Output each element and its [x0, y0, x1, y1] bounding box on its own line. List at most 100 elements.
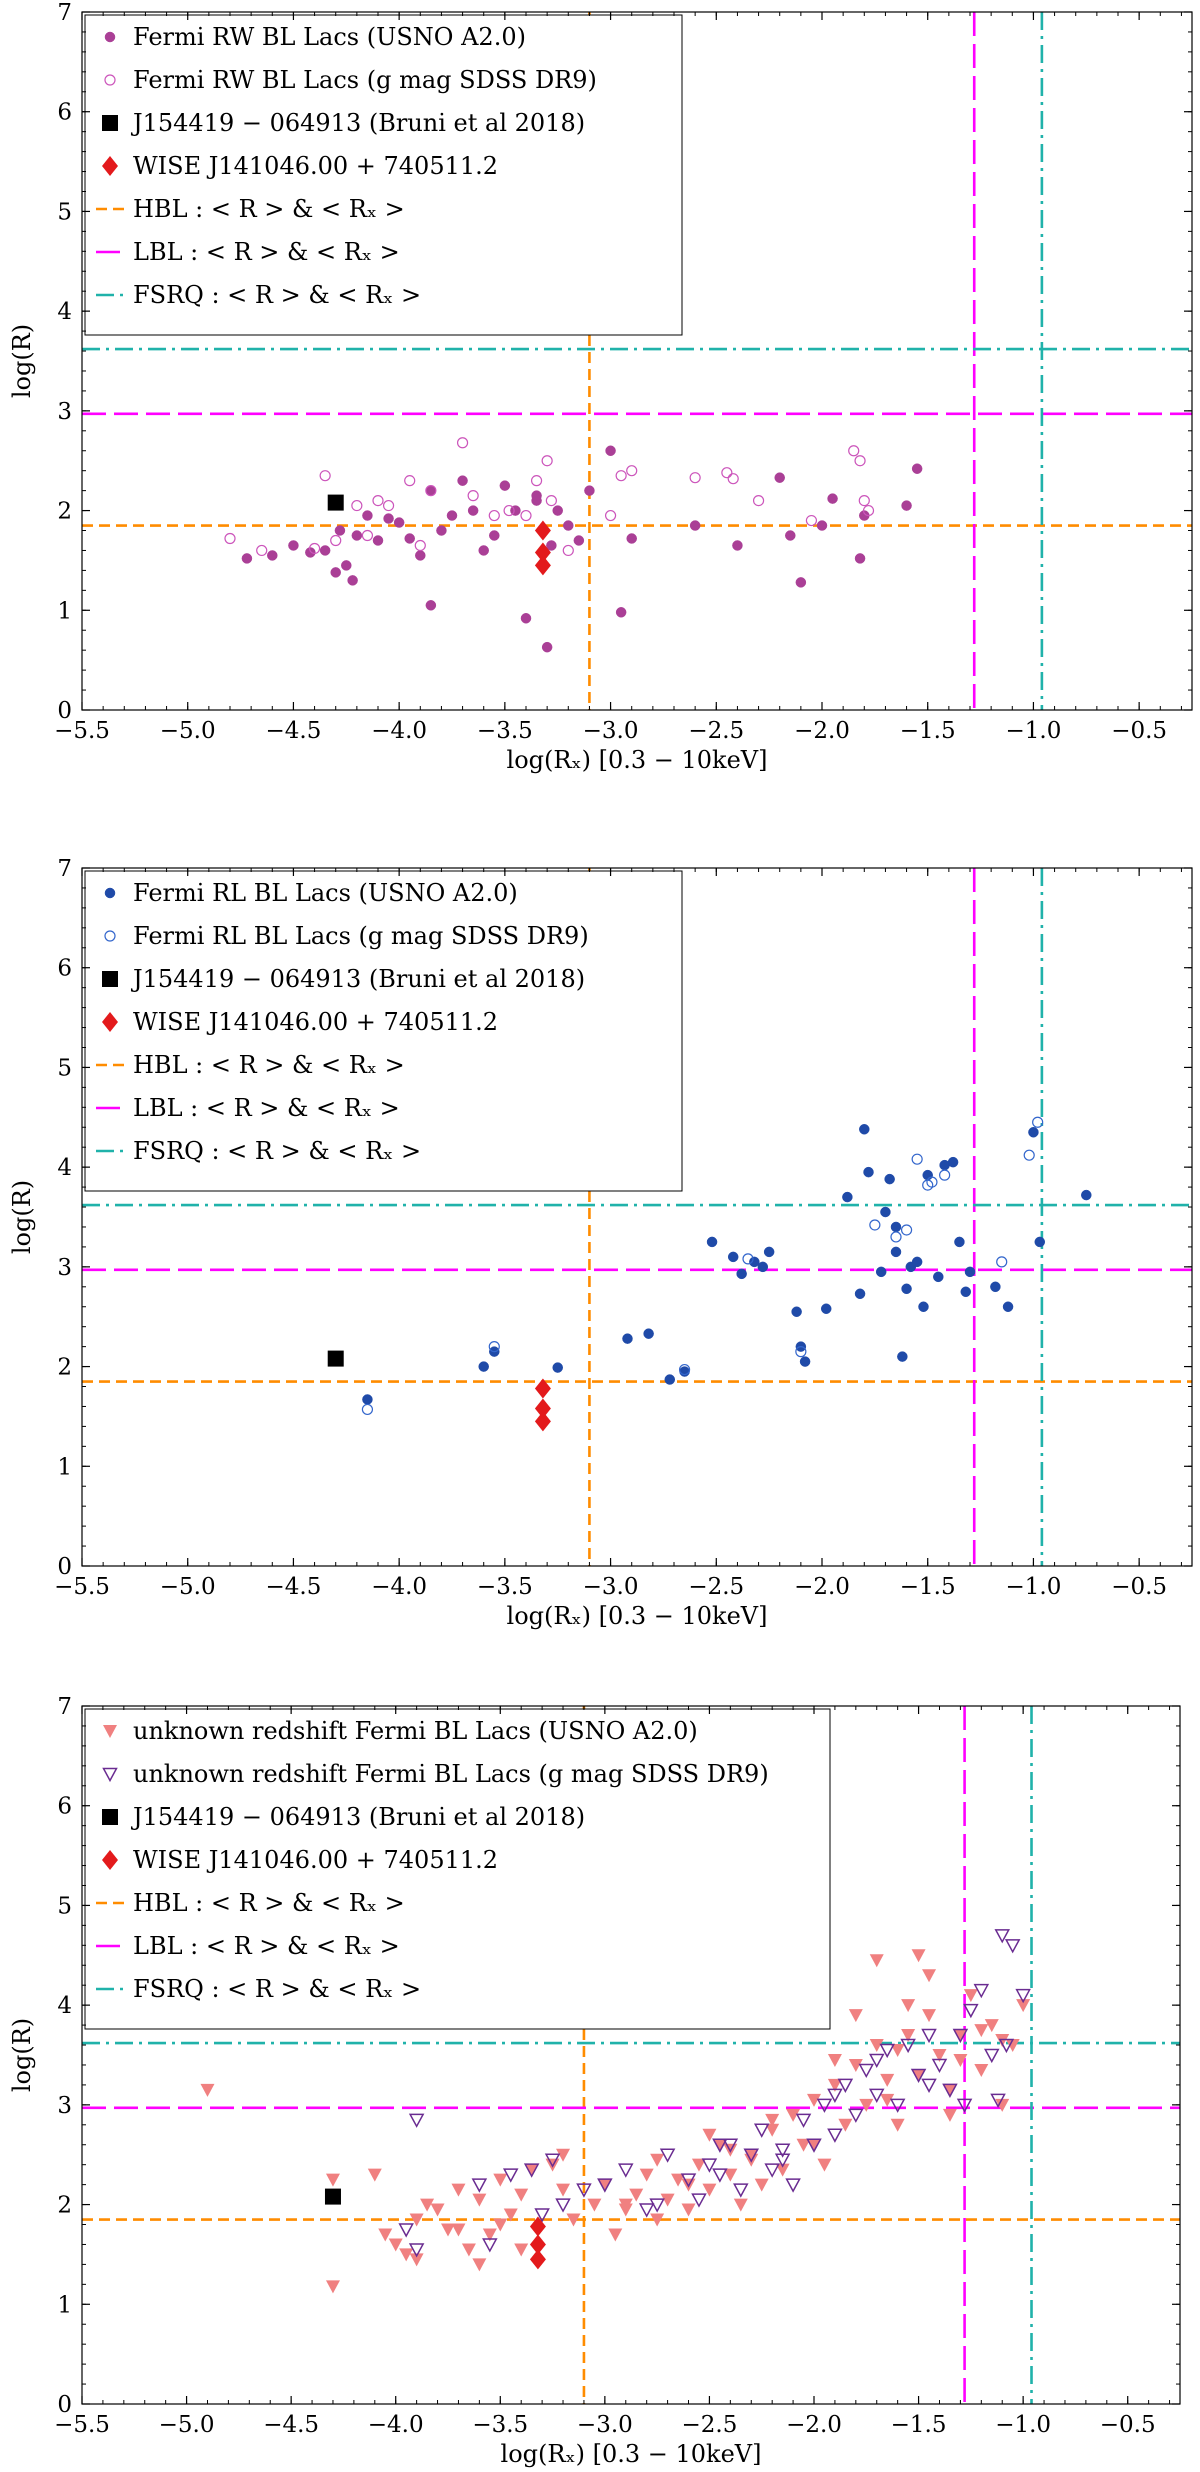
- chart-3-point: [691, 2193, 707, 2208]
- chart-1-y-tick-label: 1: [57, 598, 72, 624]
- chart-1: Fermi RW BL Lacs (USNO A2.0) Fermi RW BL …: [8, 0, 1193, 774]
- chart-3-point: [953, 2053, 968, 2067]
- chart-3-point: [420, 2198, 435, 2212]
- chart-1-point: [319, 545, 331, 556]
- chart-1-point: [774, 472, 785, 483]
- chart-2-point: [791, 1306, 802, 1317]
- chart-1-point: [848, 445, 860, 457]
- chart-1-point: [351, 499, 363, 512]
- chart-1-x-tick-label: −4.0: [371, 718, 427, 744]
- chart-1-point: [615, 470, 627, 482]
- chart-1-point: [334, 525, 346, 536]
- chart-3-point: [743, 2148, 760, 2163]
- chart-1-point: [446, 510, 458, 521]
- chart-2-x-tick-label: −2.0: [794, 1574, 850, 1600]
- chart-1-point: [224, 532, 236, 545]
- chart-2-point: [947, 1156, 959, 1168]
- chart-1-point: [457, 475, 468, 486]
- chart-3-point: [597, 2178, 613, 2193]
- chart-2-point: [534, 1378, 551, 1399]
- chart-2-series-1: [362, 1124, 1092, 1405]
- chart-2-point: [964, 1266, 976, 1278]
- chart-3-point: [482, 2238, 498, 2253]
- chart-3-point: [451, 2223, 466, 2237]
- chart-1-point: [805, 514, 818, 527]
- chart-2-point: [534, 1398, 551, 1419]
- chart-3-point: [733, 2198, 748, 2212]
- chart-2-legend-hbl-label: HBL : < R > & < Rₓ >: [133, 1051, 405, 1079]
- chart-3-y-tick-label: 7: [57, 1694, 72, 1720]
- chart-3-point: [629, 2188, 644, 2202]
- chart-1-point: [816, 520, 828, 531]
- chart-1-point: [552, 505, 563, 516]
- chart-2-point: [736, 1268, 747, 1280]
- chart-3-legend-wise-marker: [102, 1850, 118, 1870]
- chart-3-point: [994, 1929, 1010, 1944]
- chart-2-legend-wise-label: WISE J141046.00 + 740511.2: [133, 1008, 498, 1036]
- chart-3-legend-box: [84, 1708, 831, 2030]
- chart-2-x-tick-label: −5.0: [160, 1574, 216, 1600]
- chart-2-point: [749, 1256, 760, 1268]
- chart-2-point: [706, 1236, 718, 1248]
- chart-2-point: [820, 1303, 832, 1314]
- chart-3-point: [408, 2243, 425, 2258]
- chart-1-legend-filled-marker: [104, 31, 116, 43]
- chart-1-point: [604, 509, 617, 522]
- chart-2-point: [954, 1236, 965, 1248]
- chart-1-point: [425, 600, 437, 611]
- chart-1-point: [858, 495, 870, 507]
- chart-3-x-tick-label: −4.0: [368, 2412, 424, 2438]
- chart-3-point: [754, 2178, 769, 2192]
- chart-1-point: [393, 517, 405, 528]
- chart-3-point: [325, 2280, 340, 2294]
- chart-2-x-tick-label: −3.0: [583, 1574, 639, 1600]
- chart-1-point: [467, 490, 479, 502]
- chart-2-point: [996, 1256, 1008, 1268]
- chart-3-point: [890, 2118, 905, 2132]
- chart-3-y-tick-label: 6: [57, 1794, 72, 1820]
- chart-3-point: [765, 2113, 780, 2127]
- chart-3-point: [441, 2223, 455, 2237]
- chart-2-y-tick-label: 4: [57, 1155, 72, 1181]
- chart-3-point: [712, 2138, 728, 2153]
- chart-2-point: [990, 1281, 1001, 1293]
- chart-3-point: [807, 2138, 821, 2152]
- chart-1-point: [534, 520, 551, 541]
- chart-3-point: [984, 2019, 999, 2033]
- chart-3-point: [529, 2249, 546, 2270]
- chart-3-reference-lines: [82, 1706, 1180, 2404]
- chart-2-series-4: [534, 1378, 551, 1432]
- chart-1-plot-frame: [81, 11, 1193, 711]
- chart-1-point: [404, 533, 415, 544]
- chart-3-point: [880, 2073, 895, 2087]
- chart-1-y-tick-label: 3: [57, 399, 72, 425]
- chart-3-point: [472, 2193, 487, 2207]
- chart-1-y-axis-label: log(R): [8, 324, 36, 398]
- chart-3-point: [681, 2203, 696, 2217]
- chart-3-point: [880, 2093, 895, 2107]
- chart-2-point: [664, 1374, 676, 1385]
- chart-1-point: [689, 520, 701, 531]
- chart-2-point: [534, 1411, 551, 1432]
- chart-3-point: [848, 2009, 863, 2023]
- chart-1-point: [862, 504, 875, 517]
- chart-1-point: [488, 509, 500, 522]
- chart-3-point: [399, 2248, 414, 2262]
- chart-1-point: [467, 505, 479, 516]
- chart-2-series-3: [327, 1350, 344, 1367]
- chart-3-point: [650, 2213, 665, 2227]
- chart-3-point: [367, 2168, 382, 2182]
- chart-2-point: [795, 1346, 807, 1358]
- chart-3-point: [556, 2148, 571, 2162]
- chart-2-point: [911, 1256, 923, 1268]
- chart-2-point: [939, 1169, 951, 1181]
- chart-3-point: [868, 2053, 885, 2069]
- chart-1-x-tick-label: −5.0: [160, 718, 216, 744]
- chart-1-point: [305, 547, 316, 558]
- chart-2-point: [327, 1350, 344, 1367]
- chart-2-legend-fsrq-label: FSRQ : < R > & < Rₓ >: [133, 1137, 421, 1165]
- chart-3-point: [963, 2003, 979, 2019]
- chart-1-x-tick-label: −1.0: [1005, 718, 1061, 744]
- chart-3-point: [482, 2228, 497, 2242]
